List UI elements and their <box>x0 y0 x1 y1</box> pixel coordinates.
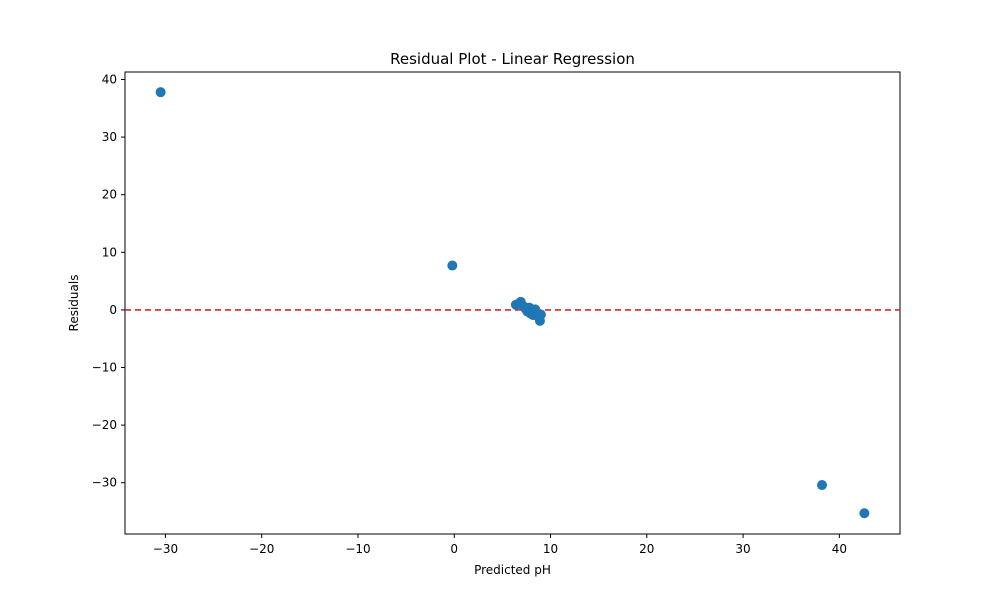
plot-area <box>124 71 901 535</box>
x-tick-label: 0 <box>450 542 458 556</box>
x-tick-label: 40 <box>832 542 847 556</box>
points-layer <box>155 87 870 519</box>
y-tick-label: 40 <box>102 72 117 86</box>
x-tick-label: −30 <box>153 542 178 556</box>
x-axis-ticks: −30 −20 −10 0 10 20 30 40 <box>153 534 847 556</box>
data-point <box>859 508 870 519</box>
chart-title: Residual Plot - Linear Regression <box>390 50 635 68</box>
x-tick-label: 20 <box>639 542 654 556</box>
data-point <box>155 87 166 98</box>
plot-frame <box>124 71 901 535</box>
x-axis-label: Predicted pH <box>474 563 551 577</box>
y-tick-label: 0 <box>109 303 117 317</box>
y-tick-label: 20 <box>102 188 117 202</box>
y-tick-label: −30 <box>92 476 117 490</box>
data-point <box>447 260 458 271</box>
y-tick-label: 10 <box>102 245 117 259</box>
x-tick-label: 30 <box>735 542 750 556</box>
x-tick-label: −10 <box>345 542 370 556</box>
y-axis-ticks: −30 −20 −10 0 10 20 30 40 <box>92 72 125 490</box>
y-axis-label: Residuals <box>67 275 81 332</box>
y-tick-label: 30 <box>102 130 117 144</box>
x-tick-label: 10 <box>543 542 558 556</box>
x-tick-label: −20 <box>249 542 274 556</box>
data-point <box>817 480 828 491</box>
y-tick-label: −10 <box>92 361 117 375</box>
data-point <box>535 309 546 320</box>
y-tick-label: −20 <box>92 418 117 432</box>
